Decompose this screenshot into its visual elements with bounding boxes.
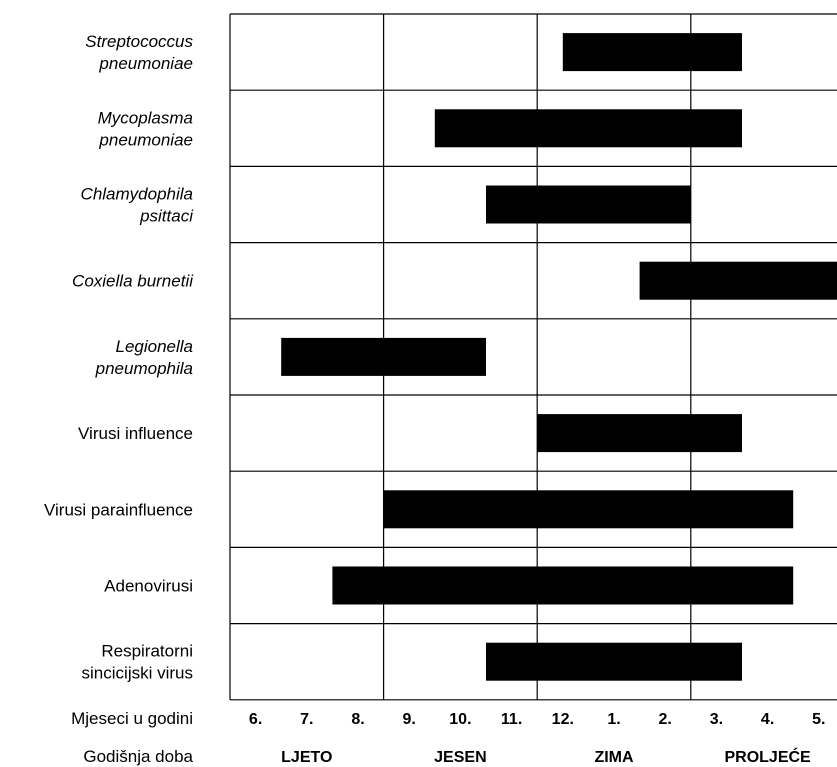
bar xyxy=(486,642,742,681)
bar xyxy=(383,490,794,529)
bar xyxy=(639,261,837,300)
season-labels: LJETO JESEN ZIMA PROLJEĆE xyxy=(281,747,811,766)
bar xyxy=(281,337,486,376)
row-label: psittaci xyxy=(139,207,194,226)
row-label: Legionella xyxy=(115,337,193,356)
bar xyxy=(562,33,742,72)
month-tick-label: 3. xyxy=(710,711,723,728)
season-label: LJETO xyxy=(281,749,332,766)
season-label: ZIMA xyxy=(594,749,634,766)
row-label: Streptococcus xyxy=(85,32,193,51)
row-label: Coxiella burnetii xyxy=(72,272,194,291)
month-tick-label: 6. xyxy=(249,711,262,728)
month-tick-label: 12. xyxy=(552,711,574,728)
row-label: Adenovirusi xyxy=(104,577,193,596)
season-axis-title: Godišnja doba xyxy=(83,747,193,766)
month-tick-label: 10. xyxy=(449,711,471,728)
row-label: pneumoniae xyxy=(98,130,193,149)
bar xyxy=(537,414,742,453)
month-tick-label: 7. xyxy=(300,711,313,728)
month-tick-label: 1. xyxy=(607,711,620,728)
row-label: Respiratorni xyxy=(101,642,193,661)
month-tick-label: 8. xyxy=(351,711,364,728)
bar xyxy=(332,566,794,605)
row-label: Virusi parainfluence xyxy=(44,500,193,519)
row-label: Chlamydophila xyxy=(81,185,193,204)
month-tick-label: 2. xyxy=(659,711,672,728)
row-label: pneumoniae xyxy=(98,54,193,73)
x-axis-title: Mjeseci u godini xyxy=(71,709,193,728)
month-tick-label: 4. xyxy=(761,711,774,728)
bars-group xyxy=(281,33,837,681)
row-label: Mycoplasma xyxy=(98,108,193,127)
bar xyxy=(486,185,691,224)
row-labels: Streptococcus pneumoniae Mycoplasma pneumon… xyxy=(44,32,194,683)
row-label: pneumophila xyxy=(95,359,193,378)
month-ticks: 6. 7. 8. 9. 10. 11. 12. 1. 2. 3. 4. 5. xyxy=(249,711,826,728)
row-label: sincicijski virus xyxy=(82,664,193,683)
season-label: JESEN xyxy=(434,749,486,766)
month-tick-label: 11. xyxy=(501,711,522,728)
season-label: PROLJEĆE xyxy=(724,747,811,766)
row-label: Virusi influence xyxy=(78,424,193,443)
month-tick-label: 5. xyxy=(812,711,825,728)
bar xyxy=(434,109,742,148)
month-tick-label: 9. xyxy=(403,711,416,728)
